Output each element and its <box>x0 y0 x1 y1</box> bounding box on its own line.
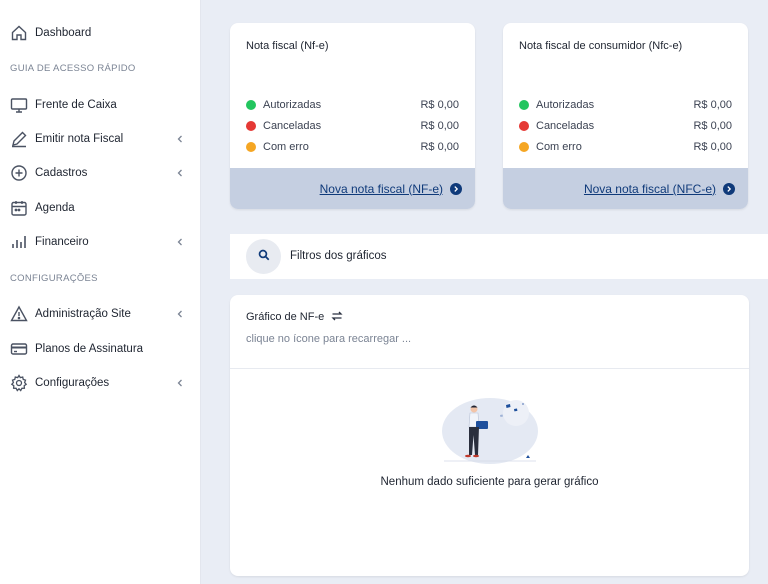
sidebar-item-label: Financeiro <box>35 236 89 248</box>
stat-row-com-erro: Com erro R$ 0,00 <box>519 139 732 155</box>
stat-value: R$ 0,00 <box>693 120 732 132</box>
status-dot-orange <box>519 142 529 152</box>
calendar-icon <box>10 199 28 217</box>
credit-card-icon <box>10 340 28 358</box>
home-icon <box>10 24 28 42</box>
status-dot-orange <box>246 142 256 152</box>
stat-value: R$ 0,00 <box>693 99 732 111</box>
sidebar-item-emitir-nota[interactable]: Emitir nota Fiscal <box>0 124 201 154</box>
sidebar-item-label: Administração Site <box>35 308 131 320</box>
chevron-right-circle-icon[interactable] <box>450 182 462 195</box>
sidebar-item-label: Dashboard <box>35 27 92 39</box>
plus-circle-icon <box>10 164 28 182</box>
sidebar-item-cadastros[interactable]: Cadastros <box>0 158 201 188</box>
chevron-left-icon[interactable] <box>175 309 185 319</box>
monitor-icon <box>10 96 28 114</box>
search-icon <box>258 248 270 266</box>
nfe-summary-card: Nota fiscal (Nf-e) Autorizadas R$ 0,00 C… <box>230 23 475 209</box>
stat-row-com-erro: Com erro R$ 0,00 <box>246 139 459 155</box>
stat-label: Canceladas <box>536 120 595 132</box>
status-dot-green <box>246 100 256 110</box>
stat-row-autorizadas: Autorizadas R$ 0,00 <box>246 97 459 113</box>
stat-label: Autorizadas <box>263 99 322 111</box>
pencil-icon <box>10 130 28 148</box>
card-footer: Nova nota fiscal (NF-e) <box>230 168 475 209</box>
card-title: Nota fiscal (Nf-e) <box>246 40 329 52</box>
status-dot-red <box>246 121 256 131</box>
stat-label: Com erro <box>536 141 582 153</box>
section-title-configuracoes: CONFIGURAÇÕES <box>10 273 98 284</box>
sidebar-item-financeiro[interactable]: Financeiro <box>0 227 201 257</box>
nfe-chart-card: Gráfico de NF-e clique no ícone para rec… <box>230 295 749 576</box>
new-nfe-link[interactable]: Nova nota fiscal (NF-e) <box>319 181 443 196</box>
sidebar-item-label: Cadastros <box>35 167 88 179</box>
sidebar-item-dashboard[interactable]: Dashboard <box>0 18 201 48</box>
reload-icon[interactable] <box>330 309 344 323</box>
chevron-left-icon[interactable] <box>175 168 185 178</box>
divider <box>230 368 749 369</box>
bar-chart-icon <box>10 233 28 251</box>
chevron-left-icon[interactable] <box>175 134 185 144</box>
empty-state-illustration <box>442 398 538 464</box>
search-button[interactable] <box>246 239 281 274</box>
stat-value: R$ 0,00 <box>420 99 459 111</box>
empty-state-message: Nenhum dado suficiente para gerar gráfic… <box>380 476 599 488</box>
sidebar-item-label: Configurações <box>35 377 110 389</box>
status-dot-green <box>519 100 529 110</box>
stat-row-canceladas: Canceladas R$ 0,00 <box>519 118 732 134</box>
chart-title: Gráfico de NF-e <box>246 311 325 323</box>
card-title: Nota fiscal de consumidor (Nfc-e) <box>519 40 683 52</box>
stat-row-autorizadas: Autorizadas R$ 0,00 <box>519 97 732 113</box>
sidebar-item-label: Frente de Caixa <box>35 99 117 111</box>
stat-value: R$ 0,00 <box>693 141 732 153</box>
status-dot-red <box>519 121 529 131</box>
chevron-left-icon[interactable] <box>175 237 185 247</box>
section-title-quick-access: GUIA DE ACESSO RÁPIDO <box>10 63 136 74</box>
sidebar-item-agenda[interactable]: Agenda <box>0 193 201 223</box>
stat-value: R$ 0,00 <box>420 120 459 132</box>
chart-filters-bar: Filtros dos gráficos <box>230 234 768 279</box>
warning-icon <box>10 305 28 323</box>
card-footer: Nova nota fiscal (NFC-e) <box>503 168 748 209</box>
sidebar-item-configuracoes[interactable]: Configurações <box>0 368 201 398</box>
new-nfce-link[interactable]: Nova nota fiscal (NFC-e) <box>583 181 716 196</box>
filters-label: Filtros dos gráficos <box>290 250 387 262</box>
sidebar-item-admin-site[interactable]: Administração Site <box>0 299 201 329</box>
stat-value: R$ 0,00 <box>420 141 459 153</box>
sidebar-item-label: Emitir nota Fiscal <box>35 133 124 145</box>
sidebar: Dashboard GUIA DE ACESSO RÁPIDO Frente d… <box>0 0 201 584</box>
stat-label: Autorizadas <box>536 99 595 111</box>
sidebar-item-label: Agenda <box>35 202 75 214</box>
chart-hint-text: clique no ícone para recarregar ... <box>246 333 412 345</box>
sidebar-item-label: Planos de Assinatura <box>35 343 144 355</box>
stat-label: Canceladas <box>263 120 322 132</box>
sidebar-item-planos[interactable]: Planos de Assinatura <box>0 334 201 364</box>
nfce-summary-card: Nota fiscal de consumidor (Nfc-e) Autori… <box>503 23 748 209</box>
gear-icon <box>10 374 28 392</box>
chevron-left-icon[interactable] <box>175 378 185 388</box>
chevron-right-circle-icon[interactable] <box>723 182 735 195</box>
stat-label: Com erro <box>263 141 309 153</box>
stat-row-canceladas: Canceladas R$ 0,00 <box>246 118 459 134</box>
sidebar-item-frente-caixa[interactable]: Frente de Caixa <box>0 90 201 120</box>
